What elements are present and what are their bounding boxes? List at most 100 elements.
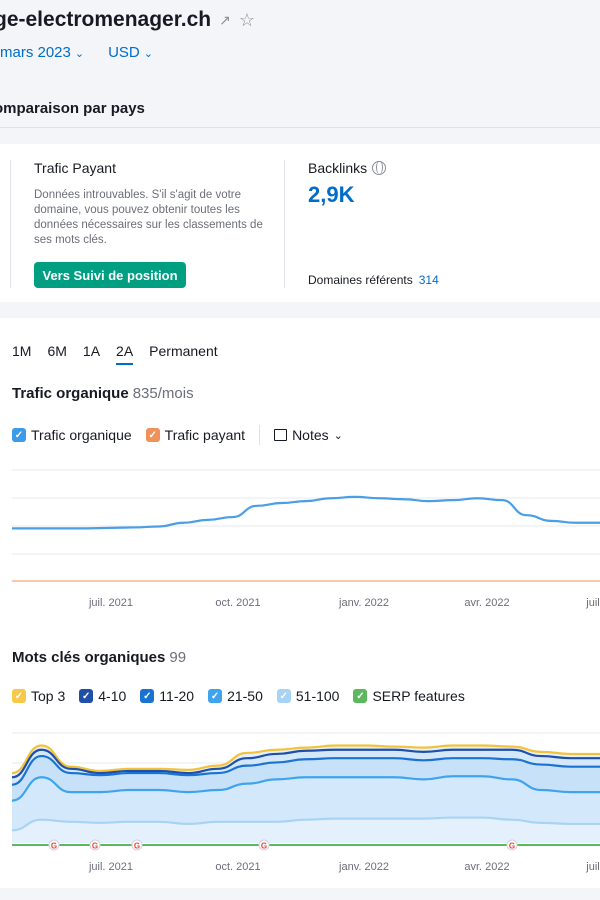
divider	[0, 127, 600, 128]
google-marker-letter: G	[92, 842, 98, 851]
google-marker-circle	[506, 839, 518, 851]
series-line-11-20	[11, 754, 600, 786]
chart-title-value: 835/mois	[132, 385, 194, 402]
paid-traffic-description: Données introuvables. S'il s'agit de vot…	[34, 189, 263, 246]
chart-title-label: Trafic organique	[12, 385, 129, 402]
google-marker-icon: G	[506, 839, 518, 851]
backlinks-label: Backlinks	[308, 160, 368, 176]
top-bar: ge-electromenager.ch ↗ ☆ mars 2023 ⌄ USD ⌄…	[0, 0, 600, 150]
legend-label: SERP features	[372, 688, 465, 704]
x-tick-label: janv. 2022	[338, 861, 389, 873]
paid-traffic-title: Trafic Payant	[34, 160, 116, 176]
divider	[284, 160, 285, 288]
legend-label: 21-50	[227, 688, 263, 704]
google-marker-letter: G	[134, 842, 140, 851]
date-value: mars 2023	[0, 44, 71, 61]
legend-organic-traffic[interactable]: ✓ Trafic organique	[12, 427, 132, 443]
organic-traffic-chart[interactable]: juil. 2021 oct. 2021 janv. 2022 avr. 2022 ju…	[0, 460, 600, 620]
traffic-legend: ✓ Trafic organique ✓ Trafic payant Notes…	[12, 425, 343, 445]
google-marker-circle	[48, 839, 60, 851]
google-marker-icon: G	[89, 839, 101, 851]
legend-21-50[interactable]: ✓ 21-50	[208, 688, 263, 704]
checkbox-icon: ✓	[12, 689, 26, 703]
x-tick-label: juil	[585, 861, 599, 873]
legend-paid-traffic[interactable]: ✓ Trafic payant	[145, 427, 246, 443]
google-marker-circle	[131, 839, 143, 851]
google-marker-icon: G	[48, 839, 60, 851]
period-tabs: 1M 6M 1A 2A Permanent	[12, 343, 218, 365]
legend-serp-features[interactable]: ✓ SERP features	[353, 688, 465, 704]
x-tick-label: oct. 2021	[215, 861, 260, 873]
tab-permanent[interactable]: Permanent	[149, 343, 218, 359]
currency-selector[interactable]: USD ⌄	[108, 44, 153, 61]
chevron-down-icon: ⌄	[143, 48, 153, 60]
country-comparison-link[interactable]: omparaison par pays	[0, 100, 145, 117]
tab-1a[interactable]: 1A	[82, 343, 101, 359]
google-marker-icon: G	[258, 839, 270, 851]
checkbox-icon: ✓	[353, 689, 368, 703]
legend-label: Trafic organique	[31, 427, 132, 443]
position-tracking-button[interactable]: Vers Suivi de position	[34, 262, 186, 288]
filters: mars 2023 ⌄ USD ⌄	[0, 44, 153, 61]
domain-name: ge-electromenager.ch	[0, 8, 212, 31]
series-organic-traffic-line	[11, 495, 600, 530]
date-selector[interactable]: mars 2023 ⌄	[0, 44, 84, 61]
google-marker-letter: G	[51, 842, 57, 851]
divider	[10, 160, 11, 288]
checkbox-icon: ✓	[208, 689, 223, 703]
referring-domains-value[interactable]: 314	[418, 273, 439, 287]
legend-11-20[interactable]: ✓ 11-20	[140, 688, 194, 704]
chart-title-value: 99	[169, 649, 187, 666]
backlinks-title: Backlinks	[308, 160, 387, 176]
site-title: ge-electromenager.ch ↗ ☆	[0, 8, 255, 32]
note-icon	[274, 429, 288, 441]
chart-title-label: Mots clés organiques	[12, 649, 166, 666]
chevron-down-icon: ⌄	[74, 48, 85, 60]
x-tick-label: avr. 2022	[464, 861, 509, 873]
x-tick-label: juil	[585, 597, 599, 609]
globe-icon[interactable]	[372, 161, 387, 175]
referring-domains-label: Domaines référents	[308, 273, 413, 287]
organic-keywords-title: Mots clés organiques 99	[12, 649, 186, 666]
series-area-51-100	[12, 817, 600, 843]
series-line-4-10	[11, 748, 600, 779]
x-tick-label: avr. 2022	[464, 597, 509, 609]
x-tick-label: oct. 2021	[215, 597, 260, 609]
divider	[259, 425, 261, 445]
google-marker-circle	[89, 839, 101, 851]
x-tick-label: janv. 2022	[338, 597, 389, 609]
tab-2a[interactable]: 2A	[116, 343, 134, 365]
legend-label: Trafic payant	[164, 427, 246, 443]
checkbox-icon: ✓	[145, 428, 160, 442]
series-line-51-100	[11, 816, 600, 832]
checkbox-icon: ✓	[140, 689, 155, 703]
referring-domains: Domaines référents 314	[308, 273, 439, 287]
notes-dropdown[interactable]: Notes ⌄	[274, 427, 343, 443]
x-tick-label: juil. 2021	[88, 861, 133, 873]
google-marker-circle	[258, 839, 270, 851]
series-line-21-50	[11, 775, 600, 802]
legend-4-10[interactable]: ✓ 4-10	[79, 688, 126, 704]
keywords-legend: ✓ Top 3 ✓ 4-10 ✓ 11-20 ✓ 21-50 ✓ 51-100 ✓ SERP feat…	[12, 688, 465, 704]
legend-top-3[interactable]: ✓ Top 3	[12, 688, 65, 704]
legend-51-100[interactable]: ✓ 51-100	[276, 688, 340, 704]
checkbox-icon: ✓	[276, 689, 291, 703]
chevron-down-icon: ⌄	[333, 429, 343, 442]
tab-6m[interactable]: 6M	[47, 343, 67, 359]
legend-label: Top 3	[31, 688, 66, 704]
google-marker-letter: G	[509, 842, 515, 851]
legend-label: 11-20	[159, 688, 195, 704]
google-marker-icon: G	[131, 839, 143, 851]
backlinks-value[interactable]: 2,9K	[308, 182, 355, 207]
tab-1m[interactable]: 1M	[12, 343, 32, 359]
checkbox-icon: ✓	[79, 689, 94, 703]
star-icon[interactable]: ☆	[238, 9, 255, 30]
legend-label: 4-10	[98, 688, 127, 704]
currency-value: USD	[108, 44, 140, 61]
google-marker-letter: G	[261, 842, 267, 851]
series-line-top-3	[11, 744, 600, 775]
x-tick-label: juil. 2021	[88, 597, 133, 609]
legend-label: 51-100	[295, 688, 340, 704]
external-link-icon[interactable]: ↗	[219, 11, 231, 28]
